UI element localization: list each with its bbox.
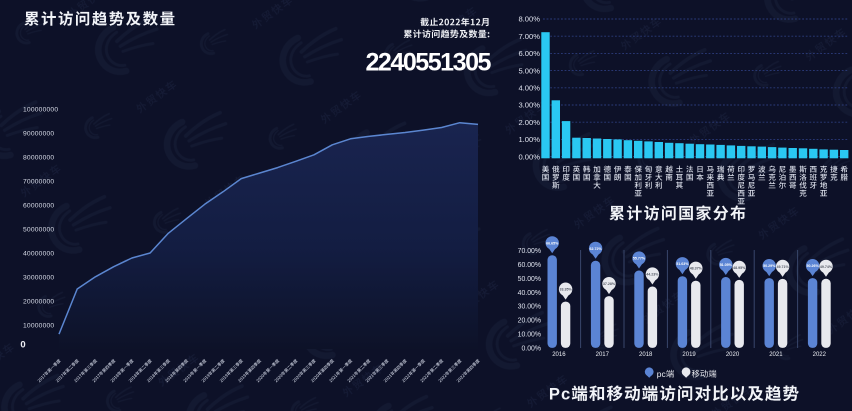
svg-text:2.00%: 2.00%: [518, 118, 540, 127]
svg-text:4.00%: 4.00%: [518, 84, 540, 93]
svg-text:40000000: 40000000: [23, 250, 54, 257]
svg-text:2019: 2019: [682, 352, 696, 358]
svg-text:8.00%: 8.00%: [518, 15, 540, 24]
svg-text:Pc: Pc: [549, 385, 571, 404]
svg-text:50.26%: 50.26%: [806, 264, 819, 268]
svg-text:3.00%: 3.00%: [518, 101, 540, 110]
svg-text:7.00%: 7.00%: [518, 32, 540, 41]
svg-text:6.00%: 6.00%: [518, 49, 540, 58]
svg-text:62.72%: 62.72%: [589, 247, 602, 251]
svg-text:30000000: 30000000: [23, 274, 54, 281]
svg-text:20000000: 20000000: [23, 298, 54, 305]
svg-text:2016: 2016: [552, 352, 566, 358]
svg-text:50000000: 50000000: [23, 226, 54, 233]
svg-text:2022: 2022: [813, 352, 827, 358]
svg-text:60000000: 60000000: [23, 202, 54, 209]
svg-text:60.00%: 60.00%: [518, 262, 541, 269]
svg-text:5.00%: 5.00%: [518, 66, 540, 75]
svg-text:80000000: 80000000: [23, 154, 54, 161]
svg-text:33.35%: 33.35%: [559, 288, 572, 292]
svg-text:51.05%: 51.05%: [720, 263, 733, 267]
svg-text:0.00%: 0.00%: [521, 345, 541, 352]
svg-text:49.71%: 49.71%: [776, 265, 789, 269]
svg-text:48.37%: 48.37%: [690, 267, 703, 271]
svg-text:40.00%: 40.00%: [518, 290, 541, 297]
svg-text:2017: 2017: [596, 352, 610, 358]
svg-text:2020: 2020: [726, 352, 740, 358]
svg-text:70000000: 70000000: [23, 178, 54, 185]
svg-text:0.00%: 0.00%: [518, 152, 540, 161]
svg-text:37.28%: 37.28%: [603, 282, 616, 286]
svg-text:66.65%: 66.65%: [546, 241, 559, 245]
svg-text:20.00%: 20.00%: [518, 318, 541, 325]
svg-text:55.77%: 55.77%: [633, 257, 646, 261]
svg-text:90000000: 90000000: [23, 130, 54, 137]
svg-text:100000000: 100000000: [23, 106, 58, 113]
svg-text:2021: 2021: [769, 352, 783, 358]
svg-text:50.00%: 50.00%: [518, 276, 541, 283]
svg-text:48.95%: 48.95%: [733, 266, 746, 270]
svg-text:51.63%: 51.63%: [676, 262, 689, 266]
svg-text:30.00%: 30.00%: [518, 304, 541, 311]
svg-text:44.23%: 44.23%: [646, 273, 659, 277]
svg-text:2018: 2018: [639, 352, 653, 358]
svg-text:50.29%: 50.29%: [763, 264, 776, 268]
svg-text:49.74%: 49.74%: [820, 265, 833, 269]
svg-text:10000000: 10000000: [23, 322, 54, 329]
svg-text:10.00%: 10.00%: [518, 331, 541, 338]
svg-text:1.00%: 1.00%: [518, 135, 540, 144]
svg-text:pc: pc: [657, 369, 666, 379]
svg-text:70.00%: 70.00%: [518, 248, 541, 255]
svg-text:0: 0: [20, 340, 25, 351]
svg-text:2240551305: 2240551305: [365, 49, 491, 77]
